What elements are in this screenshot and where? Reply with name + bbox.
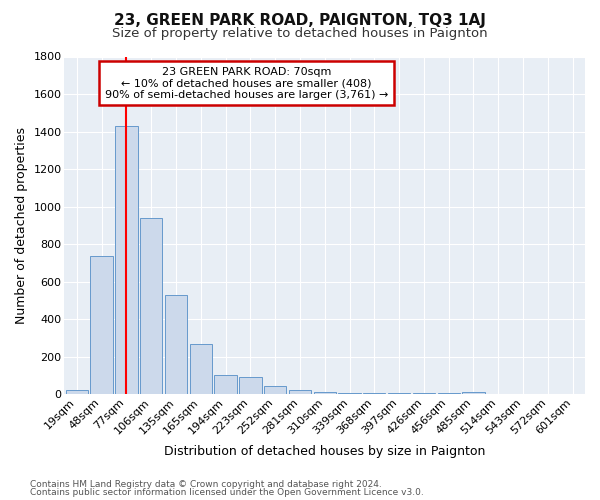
Bar: [91, 256, 113, 394]
Y-axis label: Number of detached properties: Number of detached properties: [15, 127, 28, 324]
Bar: [338, 392, 361, 394]
Text: Contains HM Land Registry data © Crown copyright and database right 2024.: Contains HM Land Registry data © Crown c…: [30, 480, 382, 489]
Bar: [165, 295, 187, 394]
Bar: [190, 344, 212, 395]
Text: 23, GREEN PARK ROAD, PAIGNTON, TQ3 1AJ: 23, GREEN PARK ROAD, PAIGNTON, TQ3 1AJ: [114, 12, 486, 28]
Bar: [413, 393, 435, 394]
Text: Contains public sector information licensed under the Open Government Licence v3: Contains public sector information licen…: [30, 488, 424, 497]
Text: 23 GREEN PARK ROAD: 70sqm
← 10% of detached houses are smaller (408)
90% of semi: 23 GREEN PARK ROAD: 70sqm ← 10% of detac…: [105, 66, 388, 100]
Bar: [289, 390, 311, 394]
Bar: [214, 375, 237, 394]
Bar: [388, 393, 410, 394]
Bar: [65, 390, 88, 394]
Bar: [463, 392, 485, 394]
X-axis label: Distribution of detached houses by size in Paignton: Distribution of detached houses by size …: [164, 444, 485, 458]
Bar: [239, 376, 262, 394]
Bar: [140, 218, 163, 394]
Bar: [314, 392, 336, 394]
Text: Size of property relative to detached houses in Paignton: Size of property relative to detached ho…: [112, 28, 488, 40]
Bar: [115, 126, 137, 394]
Bar: [264, 386, 286, 394]
Bar: [437, 393, 460, 394]
Bar: [363, 392, 385, 394]
